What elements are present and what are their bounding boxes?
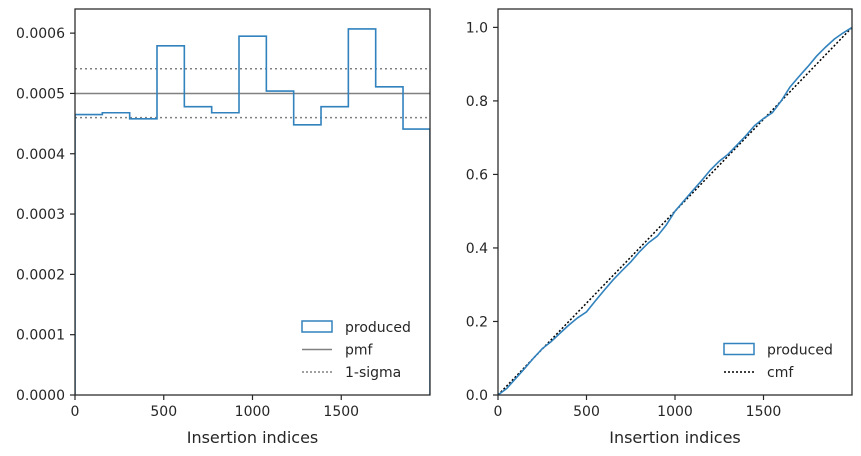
x-tick-label: 1500 — [323, 404, 359, 420]
y-tick-label: 0.6 — [466, 167, 488, 183]
y-tick-label: 0.8 — [466, 94, 488, 110]
x-tick-label: 1500 — [746, 404, 782, 420]
y-tick-label: 0.4 — [466, 241, 488, 257]
x-tick-label: 0 — [494, 404, 503, 420]
plot-area — [498, 26, 852, 395]
y-tick-label: 0.0005 — [16, 86, 65, 102]
right-chart-cmf: 0 500 1000 1500 0.0 0.2 0.4 0.6 0.8 1.0 Insertion … — [466, 8, 853, 447]
left-chart-pmf: 0 500 1000 1500 0.0000 0.0001 0.0002 0.0003 0.00… — [16, 8, 431, 447]
legend-label: cmf — [767, 365, 794, 381]
y-tick-label: 0.0001 — [16, 328, 65, 344]
legend-produced-swatch — [723, 342, 755, 356]
y-tick-label: 0.0004 — [16, 147, 65, 163]
y-tick-label: 0.0 — [466, 388, 488, 404]
x-axis-label: Insertion indices — [187, 428, 319, 447]
y-tick-label: 0.0003 — [16, 207, 65, 223]
y-tick-label: 0.0006 — [16, 26, 65, 42]
cmf-line — [498, 26, 852, 395]
axes-frame — [74, 8, 431, 396]
legend-produced-swatch — [301, 320, 333, 333]
plot-area — [75, 28, 430, 395]
legend-label: 1-sigma — [345, 365, 401, 381]
x-tick-label: 500 — [573, 404, 600, 420]
x-tick-label: 500 — [150, 404, 177, 420]
y-tick-label: 0.0000 — [16, 388, 65, 404]
x-tick-label: 1000 — [657, 404, 693, 420]
y-tick-label: 0.0002 — [16, 267, 65, 283]
legend-label: produced — [345, 320, 411, 336]
x-tick-label: 1000 — [235, 404, 271, 420]
legend-label: pmf — [345, 343, 374, 359]
y-tick-label: 0.2 — [466, 314, 488, 330]
axes-frame — [497, 8, 853, 396]
x-tick-label: 0 — [71, 404, 80, 420]
y-tick-label: 1.0 — [466, 20, 488, 36]
produced-cumulative-line — [498, 26, 852, 395]
produced-histogram-step — [75, 28, 430, 395]
legend-label: produced — [767, 343, 833, 359]
x-axis-label: Insertion indices — [609, 428, 741, 447]
